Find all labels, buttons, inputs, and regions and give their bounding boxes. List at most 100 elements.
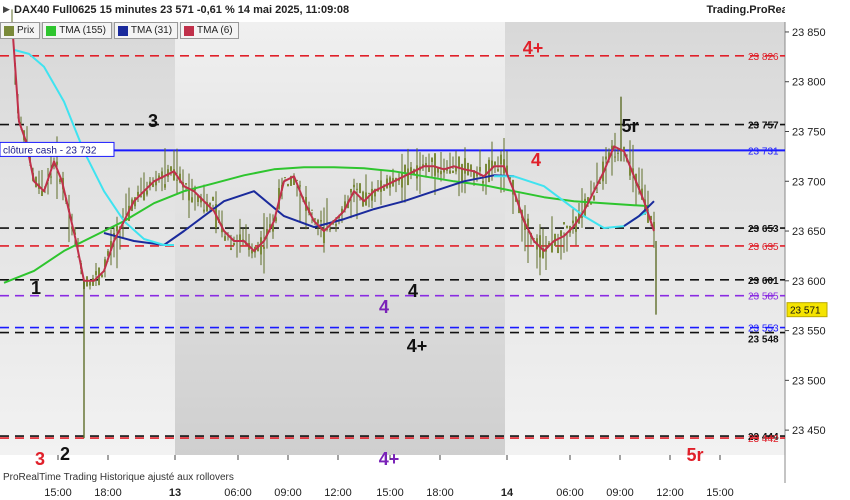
candle-body bbox=[104, 259, 106, 268]
candle-body bbox=[341, 208, 343, 215]
candle-body bbox=[614, 156, 616, 158]
candle-body bbox=[350, 188, 352, 193]
legend-item-tma31[interactable]: TMA (31) bbox=[113, 22, 179, 39]
level-value-label: 23 442 bbox=[748, 434, 779, 445]
candle-body bbox=[41, 190, 43, 197]
candle-body bbox=[161, 171, 163, 179]
level-marker: 4 bbox=[379, 297, 389, 317]
candle-body bbox=[557, 247, 559, 254]
candle-body bbox=[629, 167, 631, 176]
candle-body bbox=[356, 188, 358, 190]
candle-body bbox=[623, 146, 625, 150]
legend-item-tma6[interactable]: TMA (6) bbox=[180, 22, 239, 39]
y-tick-label: 23 850 bbox=[792, 27, 826, 39]
candle-body bbox=[101, 274, 103, 278]
candle-body bbox=[386, 178, 388, 189]
candle-body bbox=[170, 166, 172, 171]
candle-body bbox=[167, 169, 169, 177]
candle-body bbox=[371, 188, 373, 201]
candle-body bbox=[464, 158, 466, 174]
candle-body bbox=[155, 179, 157, 186]
candle-body bbox=[290, 175, 292, 186]
x-tick-label: 09:00 bbox=[606, 487, 634, 499]
candle-body bbox=[353, 184, 355, 188]
candle-body bbox=[128, 205, 130, 221]
level-marker: 4+ bbox=[523, 38, 544, 58]
y-tick-label: 23 650 bbox=[792, 226, 826, 238]
tma6-swatch-icon bbox=[184, 25, 195, 36]
candle-body bbox=[263, 246, 265, 249]
candle-body bbox=[314, 218, 316, 220]
candle-body bbox=[239, 234, 241, 242]
candle-body bbox=[191, 197, 193, 203]
collapse-arrow-icon[interactable]: ▶ bbox=[3, 4, 10, 14]
legend-label: TMA (31) bbox=[130, 25, 173, 36]
legend-item-prix[interactable]: Prix bbox=[0, 22, 41, 39]
candle-body bbox=[230, 248, 232, 250]
candle-body bbox=[134, 197, 136, 207]
x-tick-label: 14 bbox=[501, 487, 514, 499]
candle-body bbox=[152, 183, 154, 188]
candle-body bbox=[572, 220, 574, 224]
candle-body bbox=[251, 249, 253, 254]
level-value-label: 23 585 bbox=[748, 292, 779, 303]
candle-body bbox=[563, 222, 565, 225]
candle-body bbox=[476, 172, 478, 177]
candle-body bbox=[491, 160, 493, 170]
level-marker: 4+ bbox=[407, 336, 428, 356]
candle-body bbox=[482, 180, 484, 184]
candle-body bbox=[461, 163, 463, 182]
level-value-label: 23 635 bbox=[748, 242, 779, 253]
candle-body bbox=[116, 225, 118, 232]
candle-body bbox=[317, 220, 319, 224]
candle-body bbox=[137, 191, 139, 196]
candle-body bbox=[140, 195, 142, 197]
legend-item-tma155[interactable]: TMA (155) bbox=[42, 22, 112, 39]
y-tick-label: 23 600 bbox=[792, 276, 826, 288]
candle-body bbox=[431, 158, 433, 162]
x-tick-label: 09:00 bbox=[274, 487, 302, 499]
y-tick-label: 23 500 bbox=[792, 375, 826, 387]
candle-body bbox=[599, 182, 601, 184]
candle-body bbox=[434, 153, 436, 176]
y-tick-label: 23 700 bbox=[792, 176, 826, 188]
candle-body bbox=[605, 156, 607, 160]
x-tick-label: 12:00 bbox=[324, 487, 352, 499]
candle-body bbox=[224, 236, 226, 241]
series-line bbox=[11, 21, 655, 282]
current-price-box bbox=[786, 302, 828, 318]
candle-body bbox=[452, 170, 454, 174]
candle-body bbox=[458, 156, 460, 169]
candle-body bbox=[473, 170, 475, 179]
candle-body bbox=[149, 181, 151, 185]
tma31-swatch-icon bbox=[117, 25, 128, 36]
candle-body bbox=[566, 225, 568, 229]
candle-body bbox=[311, 209, 313, 211]
candle-body bbox=[437, 167, 439, 173]
candle-body bbox=[440, 171, 442, 175]
time-axis[interactable]: 15:00 18:00 13 06:00 09:00 12:00 15:00 18:00 14 0… bbox=[44, 455, 734, 499]
cash-label-box bbox=[0, 141, 115, 157]
candle-body bbox=[401, 172, 403, 188]
candle-body bbox=[404, 164, 406, 173]
level-marker: 5r bbox=[621, 116, 638, 136]
x-tick-label: 06:00 bbox=[224, 487, 252, 499]
candle-body bbox=[176, 179, 178, 181]
candle-body bbox=[212, 196, 214, 201]
indicator-legend: Prix TMA (155) TMA (31) TMA (6) bbox=[0, 22, 241, 39]
current-price-label: 23 571 bbox=[790, 306, 821, 317]
level-marker: 4 bbox=[531, 150, 541, 170]
axis-bg bbox=[785, 0, 850, 500]
y-tick-label: 23 800 bbox=[792, 77, 826, 89]
price-axis[interactable]: 23 850 23 800 23 750 23 700 23 650 23 600 23 5… bbox=[785, 27, 826, 437]
footer-note: ProRealTime Trading Historique ajusté au… bbox=[3, 472, 234, 483]
candle-body bbox=[551, 243, 553, 253]
candle-body bbox=[113, 233, 115, 236]
candle-body bbox=[146, 190, 148, 195]
candle-body bbox=[428, 167, 430, 172]
candle-body bbox=[416, 165, 418, 179]
candle-body bbox=[293, 176, 295, 185]
candle-body bbox=[548, 242, 550, 246]
candle-body bbox=[158, 175, 160, 179]
